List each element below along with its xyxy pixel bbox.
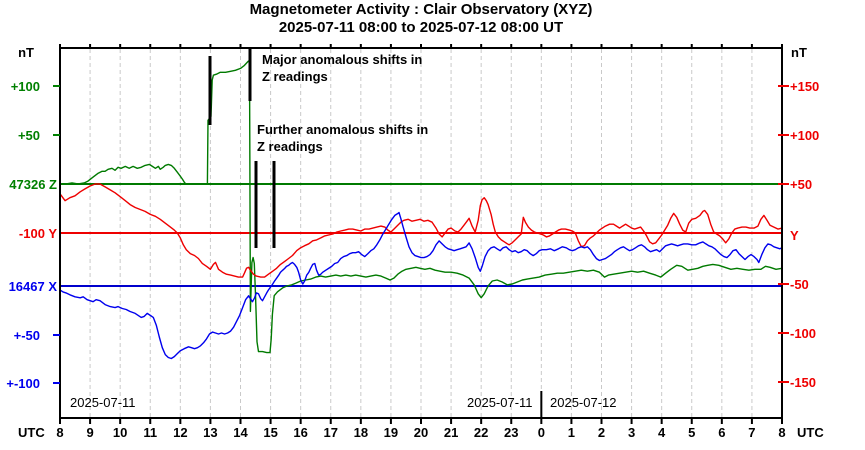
title-line-2: 2025-07-11 08:00 to 2025-07-12 08:00 UT bbox=[278, 19, 564, 36]
right-axis-label: -100 bbox=[790, 326, 816, 341]
left-axis-label: +-50 bbox=[14, 328, 40, 343]
hour-label: 15 bbox=[263, 425, 277, 440]
hour-label: 8 bbox=[778, 425, 785, 440]
hour-label: 8 bbox=[56, 425, 63, 440]
hour-label: 7 bbox=[748, 425, 755, 440]
annotation-major-shifts: Major anomalous shifts in Z readings bbox=[262, 51, 422, 85]
hour-label: 0 bbox=[538, 425, 545, 440]
right-axis-label: -150 bbox=[790, 375, 816, 390]
hour-label: 5 bbox=[688, 425, 695, 440]
right-axis-unit: nT bbox=[791, 45, 807, 60]
date-label: 2025-07-11 bbox=[467, 395, 533, 410]
y-trace bbox=[59, 183, 783, 278]
hour-label: 3 bbox=[628, 425, 635, 440]
right-axis-label: +100 bbox=[790, 128, 819, 143]
date-label: 2025-07-12 bbox=[550, 395, 617, 410]
right-axis-label: +50 bbox=[790, 177, 812, 192]
page-title: Magnetometer Activity : Clair Observator… bbox=[0, 1, 842, 37]
hour-label: 2 bbox=[598, 425, 605, 440]
annotation-further-line1: Further anomalous shifts in bbox=[257, 122, 429, 137]
z-trace bbox=[59, 59, 783, 354]
hour-label: 17 bbox=[324, 425, 338, 440]
hour-label: 16 bbox=[293, 425, 307, 440]
utc-label-left: UTC bbox=[18, 425, 45, 440]
hour-label: 10 bbox=[113, 425, 127, 440]
date-label: 2025-07-11 bbox=[70, 395, 136, 410]
left-axis-unit: nT bbox=[18, 45, 34, 60]
hour-label: 9 bbox=[86, 425, 93, 440]
right-axis-label: -50 bbox=[790, 277, 809, 292]
annotation-major-line2: Z readings bbox=[262, 69, 328, 84]
hour-label: 18 bbox=[354, 425, 368, 440]
hour-label: 23 bbox=[504, 425, 518, 440]
hour-label: 14 bbox=[233, 425, 248, 440]
hour-label: 11 bbox=[143, 425, 157, 440]
right-axis-label: Y bbox=[790, 228, 799, 243]
left-axis-label: 47326 Z bbox=[9, 177, 57, 192]
annotation-further-shifts: Further anomalous shifts in Z readings bbox=[257, 121, 428, 155]
hour-label: 21 bbox=[444, 425, 458, 440]
hour-label: 4 bbox=[658, 425, 666, 440]
x-trace bbox=[59, 211, 783, 360]
hour-label: 6 bbox=[718, 425, 725, 440]
annotation-major-line1: Major anomalous shifts in bbox=[262, 52, 423, 67]
utc-label-right: UTC bbox=[797, 425, 824, 440]
annotation-further-line2: Z readings bbox=[257, 139, 323, 154]
left-axis-label: -100 Y bbox=[19, 226, 57, 241]
hour-label: 1 bbox=[568, 425, 575, 440]
left-axis-label: +50 bbox=[18, 128, 40, 143]
hour-label: 13 bbox=[203, 425, 217, 440]
title-line-1: Magnetometer Activity : Clair Observator… bbox=[249, 1, 593, 18]
right-axis-label: +150 bbox=[790, 79, 819, 94]
hour-label: 19 bbox=[384, 425, 398, 440]
hour-label: 12 bbox=[173, 425, 187, 440]
left-axis-label: +100 bbox=[11, 79, 40, 94]
hour-label: 20 bbox=[414, 425, 428, 440]
hour-label: 22 bbox=[474, 425, 488, 440]
left-axis-label: +-100 bbox=[6, 376, 40, 391]
left-axis-label: 16467 X bbox=[9, 279, 58, 294]
